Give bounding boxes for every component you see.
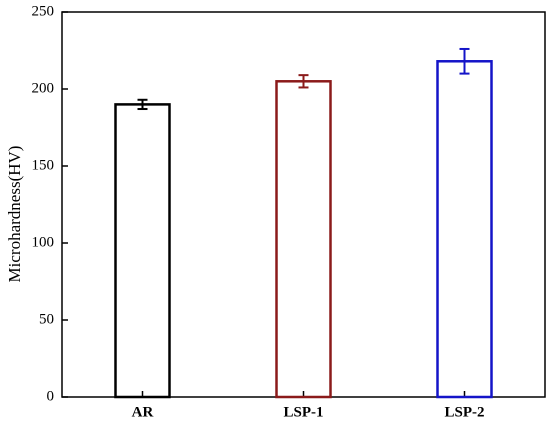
y-tick-label: 250 — [32, 3, 55, 19]
x-tick-label: LSP-2 — [444, 404, 484, 420]
y-axis-label: Microhardness(HV) — [5, 146, 24, 283]
bar — [436, 60, 493, 399]
error-bar — [298, 74, 309, 89]
bar — [114, 103, 171, 399]
error-bar — [459, 47, 470, 75]
x-tick-label: AR — [132, 404, 154, 420]
error-bar — [137, 98, 148, 111]
plot-frame — [61, 11, 546, 398]
x-tick-label: LSP-1 — [283, 404, 323, 420]
bar — [275, 80, 332, 399]
y-tick-label: 100 — [32, 234, 55, 250]
y-tick-label: 0 — [47, 388, 55, 404]
y-tick-label: 50 — [39, 311, 54, 327]
y-tick-label: 200 — [32, 80, 55, 96]
y-tick-label: 150 — [32, 157, 55, 173]
